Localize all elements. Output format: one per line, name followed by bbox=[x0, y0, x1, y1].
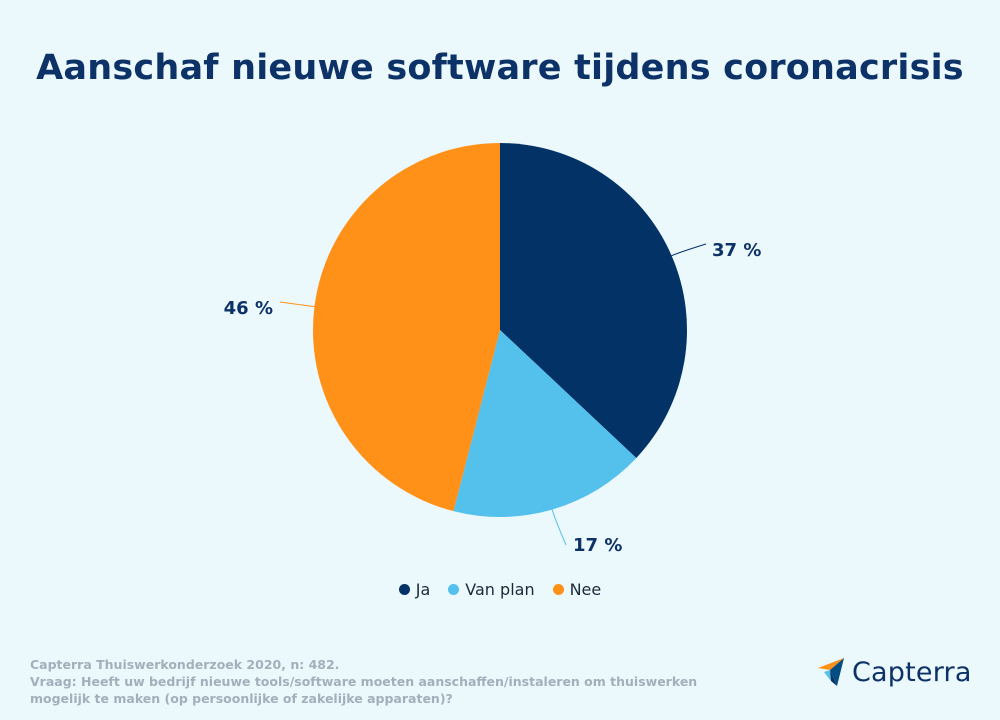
data-label-nee: 46 % bbox=[224, 298, 273, 319]
capterra-logo[interactable]: Capterra bbox=[818, 656, 972, 688]
legend: Ja Van plan Nee bbox=[0, 580, 1000, 599]
chart-title: Aanschaf nieuwe software tijdens coronac… bbox=[36, 48, 964, 88]
leader-line-nee bbox=[279, 301, 315, 308]
legend-item-ja: Ja bbox=[398, 580, 431, 599]
footer-note: Capterra Thuiswerkonderzoek 2020, n: 482… bbox=[30, 656, 750, 707]
legend-label-nee: Nee bbox=[569, 580, 602, 599]
capterra-logo-icon bbox=[818, 658, 844, 686]
footer-question: Vraag: Heeft uw bedrijf nieuwe tools/sof… bbox=[30, 674, 698, 706]
legend-item-nee: Nee bbox=[552, 580, 602, 599]
data-label-van-plan: 17 % bbox=[573, 535, 622, 556]
leader-line-ja bbox=[671, 243, 707, 257]
leader-line-van-plan bbox=[551, 509, 567, 546]
legend-swatch-ja bbox=[398, 584, 410, 595]
pie-slice-ja bbox=[500, 143, 688, 459]
pie-slice-van-plan bbox=[453, 330, 637, 518]
footer-source: Capterra Thuiswerkonderzoek 2020, n: 482… bbox=[30, 657, 340, 672]
legend-label-ja: Ja bbox=[415, 580, 431, 599]
logo-text: Capterra bbox=[852, 656, 972, 688]
data-label-ja: 37 % bbox=[712, 240, 761, 261]
pie-slice-nee bbox=[312, 143, 500, 512]
legend-label-van-plan: Van plan bbox=[465, 580, 535, 599]
legend-item-van-plan: Van plan bbox=[448, 580, 535, 599]
legend-swatch-nee bbox=[552, 584, 564, 595]
legend-swatch-van-plan bbox=[448, 584, 460, 595]
